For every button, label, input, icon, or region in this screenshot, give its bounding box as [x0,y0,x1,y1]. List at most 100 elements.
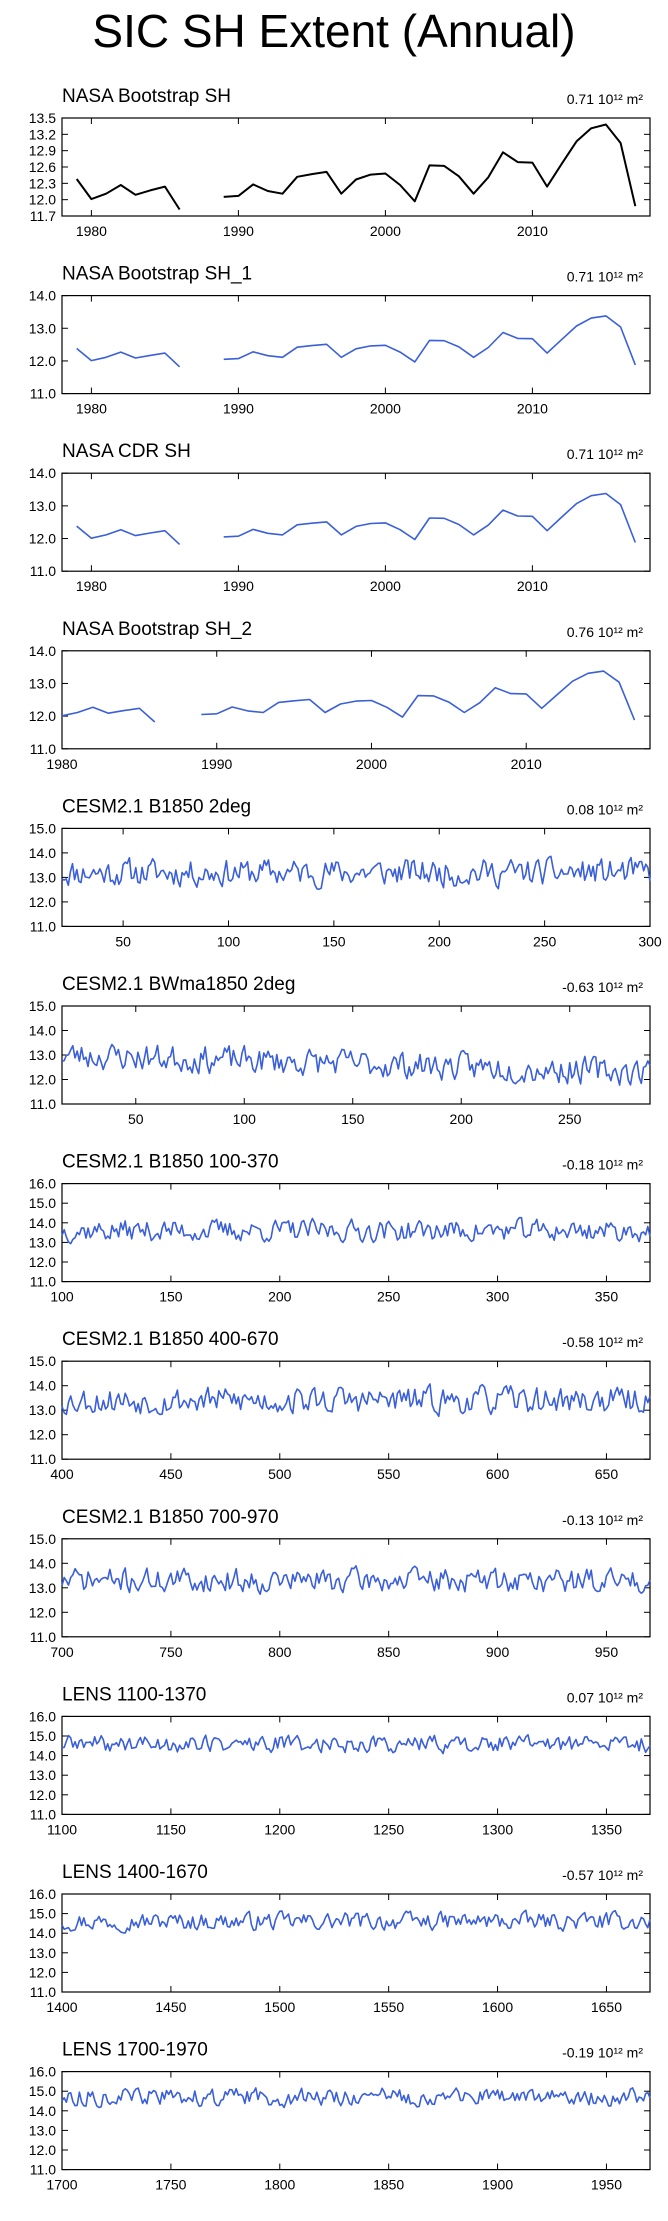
x-tick-label: 200 [268,1289,292,1305]
x-tick-label: 2010 [511,756,542,772]
x-tick-label: 1550 [373,1999,404,2015]
x-tick-label: 1600 [482,1999,513,2015]
stat-value: 0.71 [567,446,594,462]
x-tick-label: 2000 [370,578,401,594]
panel-1: NASA Bootstrap SH 0.71 10¹² m²11.712.012.… [29,86,651,239]
y-tick-label: 11.0 [30,918,56,934]
y-tick-label: 13.0 [29,320,56,336]
y-tick-label: 13.0 [29,1047,56,1063]
panel-title: CESM2.1 B1850 2deg [62,796,251,817]
series-line [61,1043,651,1086]
x-tick-label: 1500 [264,1999,295,2015]
x-tick-label: 950 [595,1644,619,1660]
stat-unit: 10¹² m² [598,801,643,817]
plot-frame [61,1538,651,1638]
stat-unit: 10¹² m² [598,624,643,640]
x-tick-label: 1150 [156,1821,186,1837]
series-line [201,670,636,721]
y-tick-label: 14.0 [29,465,56,481]
x-tick-label: 1980 [76,578,107,594]
x-tick-label: 1800 [264,2177,295,2193]
x-tick-label: 650 [595,1466,619,1482]
panel-stat: -0.58 10¹² m² [562,1334,643,1350]
y-tick-label: 11.0 [30,563,56,579]
series-line [61,706,156,723]
plot-frame [61,1005,651,1105]
x-tick-label: 100 [217,933,241,949]
panel-10: LENS 1100-1370 0.07 10¹² m² 11.0 12.0 13.0 14… [29,1684,651,1837]
panel-title: CESM2.1 B1850 100-370 [62,1152,279,1173]
y-tick-label: 14.0 [29,1023,56,1039]
stat-unit: 10¹² m² [598,1867,643,1883]
panel-stat: -0.57 10¹² m² [562,1867,643,1883]
plot-frame [61,1715,651,1816]
y-tick-label: 16.0 [29,1176,56,1192]
series-line [62,1734,651,1755]
x-tick-label: 1400 [46,1999,77,2015]
x-tick-label: 50 [128,1111,144,1127]
stat-value: 0.08 [567,801,594,817]
panel-9: CESM2.1 B1850 700-970 -0.13 10¹² m² 11.0 12… [29,1507,651,1660]
stat-unit: 10¹² m² [598,1334,643,1350]
y-tick-label: 12.9 [29,143,56,159]
stat-unit: 10¹² m² [598,1512,643,1528]
x-tick-label: 1750 [155,2177,186,2193]
y-tick-label: 12.0 [29,1254,56,1270]
y-tick-label: 15.0 [29,2083,56,2099]
panel-title: CESM2.1 B1850 700-970 [62,1507,279,1528]
x-tick-label: 1850 [373,2177,404,2193]
panel-title: CESM2.1 B1850 400-670 [62,1329,279,1350]
stat-value: -0.13 [562,1512,594,1528]
y-tick-label: 12.0 [29,708,56,724]
series-line [223,123,637,207]
y-tick-label: 11.7 [30,208,56,224]
x-tick-label: 150 [322,933,346,949]
panel-title: NASA Bootstrap SH_1 [62,264,252,285]
stat-unit: 10¹² m² [598,269,643,285]
y-tick-label: 11.0 [30,1274,56,1290]
y-tick-label: 13.0 [29,675,56,691]
y-tick-label: 14.0 [29,1215,56,1231]
plot-frame [61,1182,651,1283]
plot-frame [61,2071,651,2171]
y-tick-label: 15.0 [29,1531,56,1547]
y-tick-label: 13.5 [29,110,56,126]
y-tick-label: 12.0 [29,1787,56,1803]
x-tick-label: 250 [377,1289,401,1305]
y-tick-label: 16.0 [29,1886,56,1902]
x-tick-label: 100 [233,1111,257,1127]
y-tick-label: 12.0 [29,894,56,910]
stat-value: -0.63 [562,979,594,995]
plot-frame [61,472,651,572]
y-tick-label: 13.0 [29,2122,56,2138]
series-line [75,178,181,211]
y-tick-label: 12.0 [29,192,56,208]
x-tick-label: 1200 [264,1821,295,1837]
x-tick-label: 800 [268,1644,292,1660]
series-line [61,1216,651,1245]
panel-stat: 0.08 10¹² m² [567,801,644,817]
stat-value: 0.76 [567,624,594,640]
x-tick-label: 2010 [517,223,548,239]
x-tick-label: 300 [638,933,662,949]
panel-6: CESM2.1 BWma1850 2deg -0.63 10¹² m² 11.0 12… [29,974,651,1127]
x-tick-label: 150 [341,1111,365,1127]
stat-unit: 10¹² m² [598,446,643,462]
y-tick-label: 12.0 [29,1964,56,1980]
panel-stat: -0.63 10¹² m² [562,979,643,995]
x-tick-label: 500 [268,1466,292,1482]
x-tick-label: 350 [595,1289,619,1305]
y-tick-label: 12.0 [29,1072,56,1088]
stat-value: -0.18 [562,1157,594,1173]
x-tick-label: 250 [558,1111,582,1127]
x-tick-label: 2010 [517,401,548,417]
x-tick-label: 1300 [482,1821,513,1837]
y-tick-label: 15.0 [29,1353,56,1369]
x-tick-label: 1980 [76,223,107,239]
series-line [76,525,181,545]
x-tick-label: 1990 [223,223,254,239]
series-line [61,855,651,891]
x-tick-label: 700 [50,1644,74,1660]
x-tick-label: 550 [377,1466,401,1482]
panel-title: LENS 1700-1970 [62,2040,208,2061]
